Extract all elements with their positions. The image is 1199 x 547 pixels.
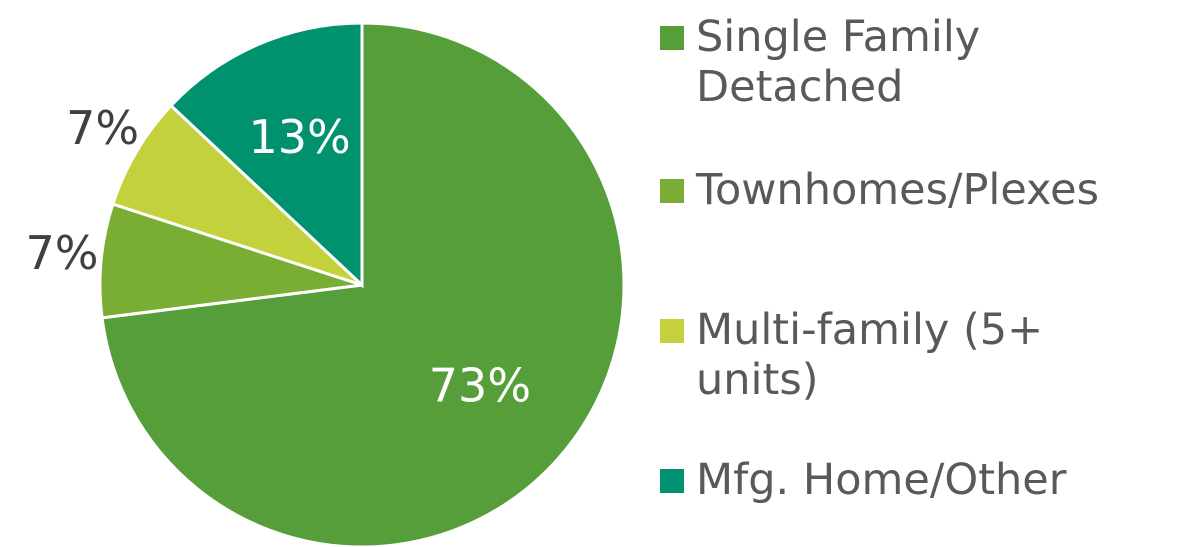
pie-slice bbox=[168, 21, 364, 289]
legend-swatch bbox=[660, 179, 684, 203]
legend-label: Single Family Detached bbox=[696, 12, 981, 112]
legend: Single Family Detached Townhomes/Plexes Mu… bbox=[660, 0, 1199, 547]
data-label: 73% bbox=[429, 358, 531, 412]
legend-item: Single Family Detached bbox=[660, 12, 1176, 112]
legend-swatch bbox=[660, 469, 684, 493]
legend-label: Multi-family (5+ units) bbox=[696, 305, 1044, 405]
legend-swatch bbox=[660, 319, 684, 343]
legend-label: Mfg. Home/Other bbox=[696, 455, 1067, 505]
legend-swatch bbox=[660, 26, 684, 50]
data-label: 7% bbox=[66, 101, 139, 155]
legend-label: Townhomes/Plexes bbox=[696, 165, 1100, 215]
data-label: 7% bbox=[26, 226, 99, 280]
pie-slice bbox=[98, 202, 363, 320]
chart: 73% 7% 7% 13% bbox=[26, 21, 626, 547]
legend-item: Townhomes/Plexes bbox=[660, 165, 1176, 215]
data-label: 13% bbox=[248, 110, 350, 164]
legend-item: Mfg. Home/Other bbox=[660, 455, 1176, 505]
pie-slice bbox=[110, 103, 364, 287]
legend-item: Multi-family (5+ units) bbox=[660, 305, 1176, 405]
